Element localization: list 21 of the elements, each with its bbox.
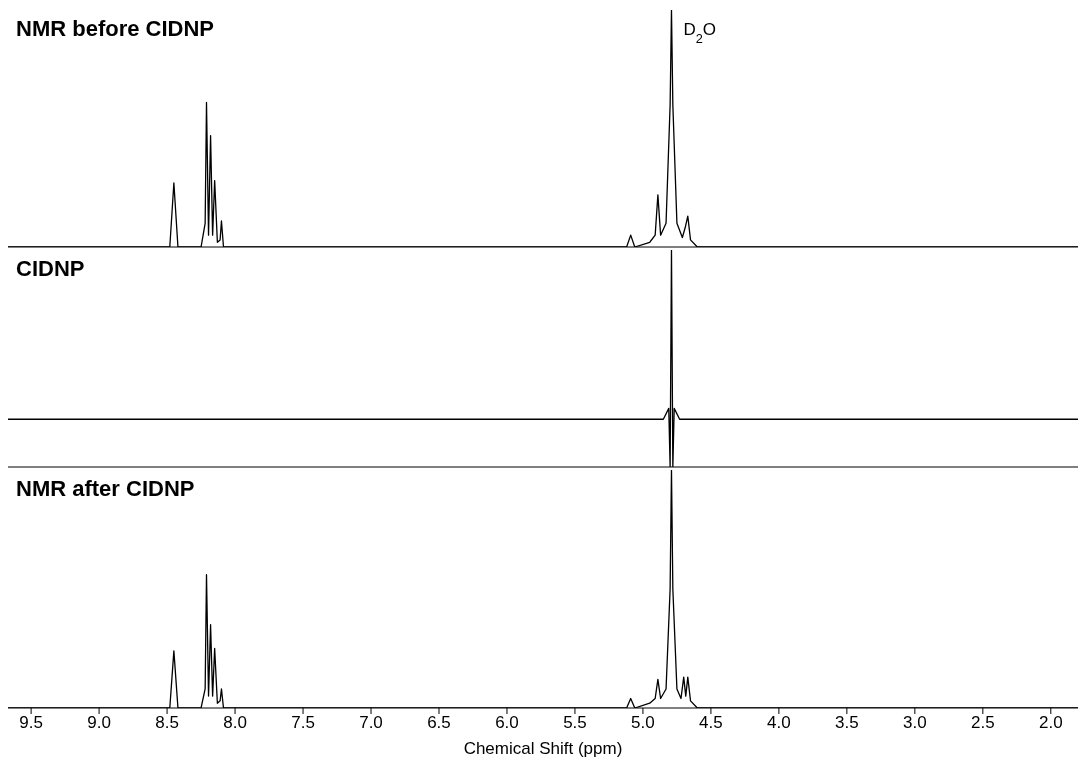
x-axis-title: Chemical Shift (ppm) (462, 738, 624, 760)
x-tick-label: 6.0 (495, 713, 519, 733)
x-tick-label: 4.0 (767, 713, 791, 733)
x-tick-label: 8.0 (223, 713, 247, 733)
x-tick-label: 2.5 (971, 713, 995, 733)
x-tick-label: 3.0 (903, 713, 927, 733)
x-tick-label: 8.5 (155, 713, 179, 733)
chart-title: NMR after CIDNP (16, 476, 195, 502)
x-tick-label: 9.0 (87, 713, 111, 733)
x-tick-label: 7.5 (291, 713, 315, 733)
x-tick-label: 3.5 (835, 713, 859, 733)
annotation: D$_{2}$O (683, 19, 717, 46)
x-tick-label: 6.5 (427, 713, 451, 733)
x-tick-label: 7.0 (359, 713, 383, 733)
x-tick-label: 2.0 (1038, 713, 1063, 733)
x-tick-label: 5.0 (631, 713, 655, 733)
x-tick-label: 4.5 (699, 713, 723, 733)
chart-title: NMR before CIDNP (16, 16, 215, 42)
x-tick-label: 9.5 (19, 713, 43, 733)
x-tick-label: 5.5 (563, 713, 587, 733)
chart-title: CIDNP (16, 256, 85, 282)
